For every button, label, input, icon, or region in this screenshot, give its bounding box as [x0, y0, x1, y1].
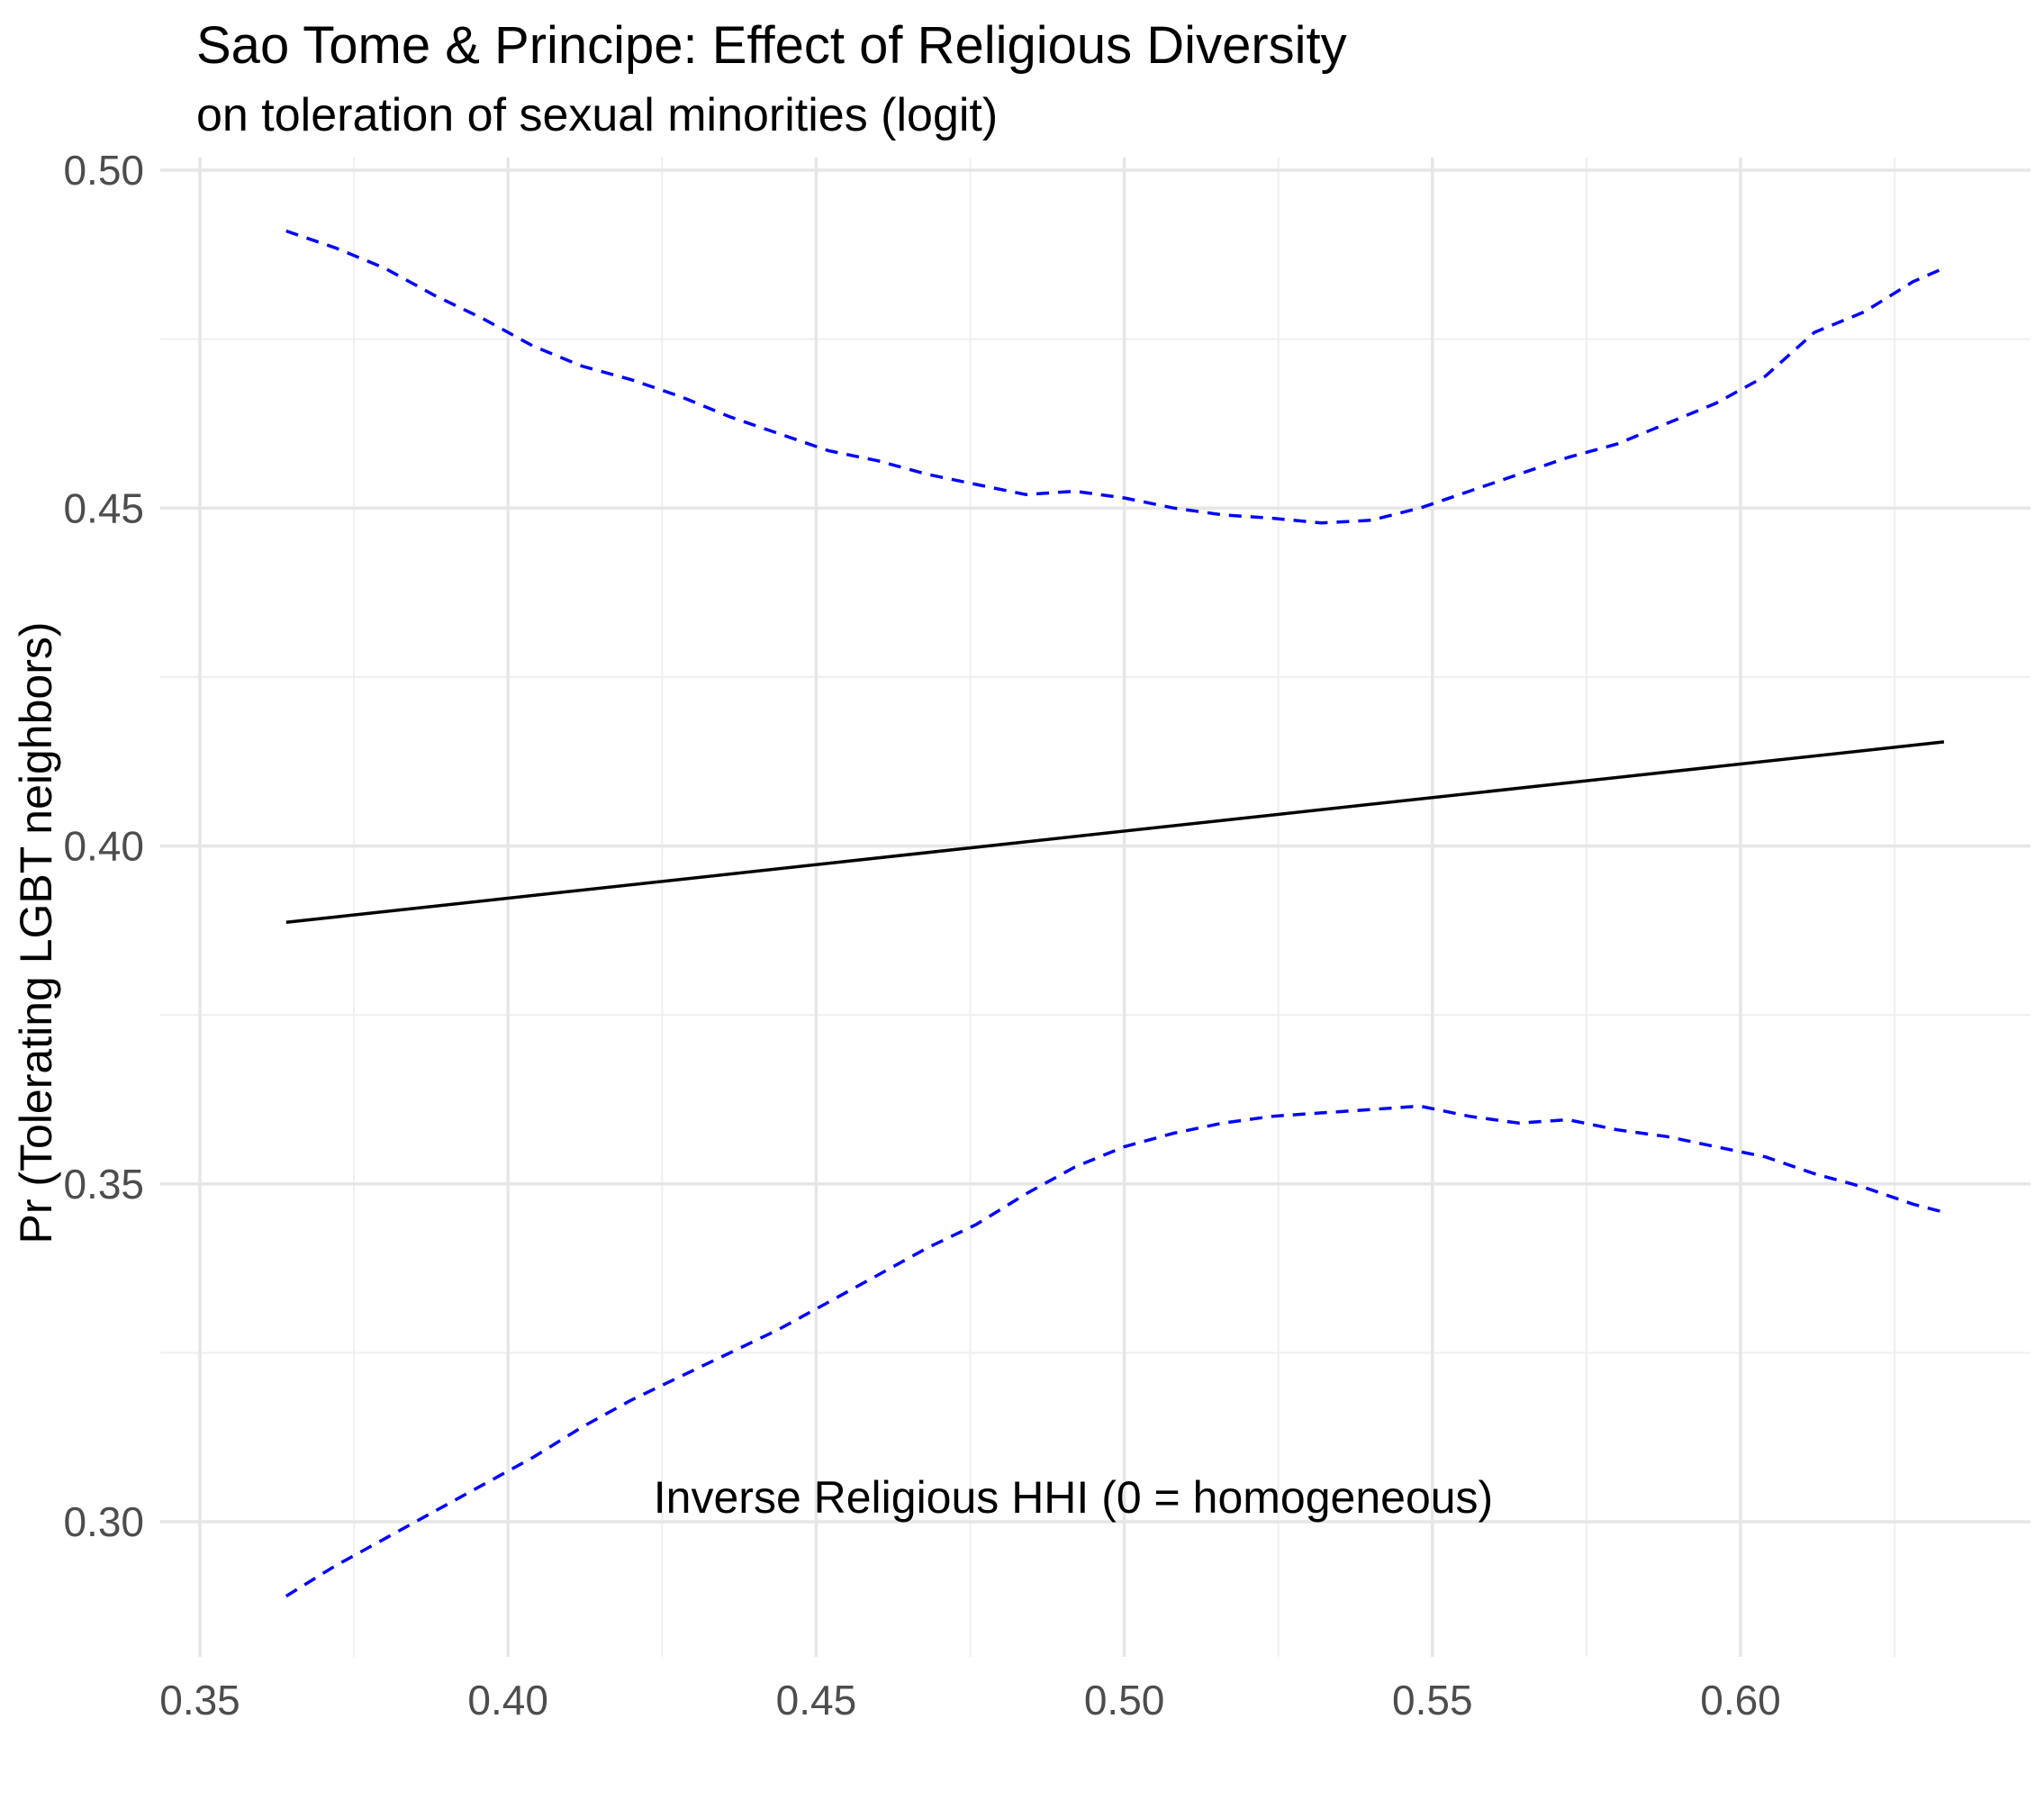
chart-subtitle: on toleration of sexual minorities (logi…: [196, 89, 998, 141]
x-tick-label: 0.40: [467, 1677, 548, 1723]
upper-bound-line: [285, 229, 1945, 525]
predicted-probability-line: [285, 740, 1945, 925]
lower-bound-line: [285, 1104, 1945, 1598]
y-tick-label: 0.50: [63, 147, 144, 194]
y-tick-label: 0.45: [63, 484, 144, 531]
x-tick-label: 0.45: [776, 1677, 857, 1723]
y-axis-title: Pr (Tolerating LGBT neighbors): [11, 621, 61, 1244]
y-tick-label: 0.35: [63, 1161, 144, 1208]
y-tick-label: 0.30: [63, 1498, 144, 1545]
grid: [160, 158, 2030, 1657]
x-tick-label: 0.55: [1392, 1677, 1473, 1723]
x-tick-label: 0.50: [1084, 1677, 1165, 1723]
y-tick-label: 0.40: [63, 823, 144, 870]
x-tick-label: 0.60: [1700, 1677, 1781, 1723]
x-tick-label: 0.35: [159, 1677, 240, 1723]
chart-title: Sao Tome & Principe: Effect of Religious…: [196, 16, 1347, 75]
tick-labels: 0.35 0.40 0.45 0.50 0.55 0.60 0.30 0.35 0.40 0.45…: [63, 147, 1780, 1723]
series-layer: [285, 229, 1945, 1598]
x-axis-title: Inverse Religious HHI (0 = homogeneous): [654, 1472, 1493, 1523]
